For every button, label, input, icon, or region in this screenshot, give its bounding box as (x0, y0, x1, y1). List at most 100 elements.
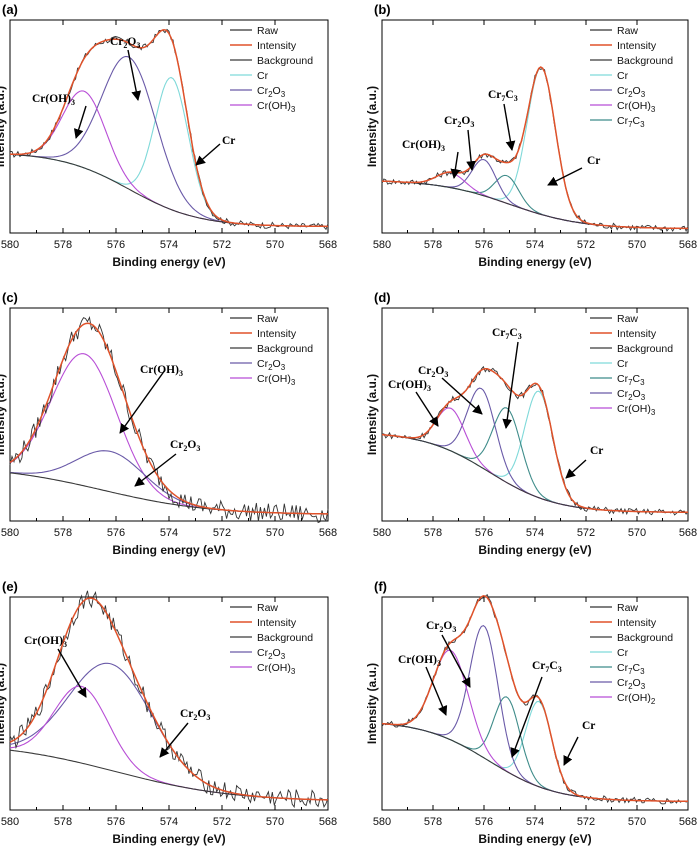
component-cr7c3 (381, 174, 688, 229)
legend-label: Raw (617, 25, 638, 37)
x-tick-label: 580 (373, 816, 391, 828)
panel-f: (f) 580 578 576 574 572 570 568 Binding energy (… (365, 579, 697, 846)
annotation-arrow (563, 736, 579, 766)
legend-label: Cr7​C3​ (617, 115, 645, 129)
background-curve (381, 180, 688, 229)
x-tick-label: 572 (213, 527, 231, 539)
x-tick-label: 574 (526, 239, 544, 251)
annotation-arrow (195, 143, 221, 166)
panel-label: (d) (374, 290, 391, 305)
legend-label: Cr (617, 358, 629, 370)
annotation-arrow (119, 369, 166, 434)
legend-label: Cr(OH)2​ (617, 692, 656, 706)
annotation-label: Cr(OH)3​ (388, 379, 431, 393)
intensity-curve (9, 597, 328, 801)
legend-label: Cr2​O3​ (257, 358, 286, 372)
annotation-label: Cr7​C3​ (532, 660, 562, 674)
panel-label: (c) (2, 290, 18, 305)
x-tick-label: 568 (679, 239, 697, 251)
panel-label: (f) (374, 579, 387, 594)
x-tick-label: 574 (526, 527, 544, 539)
legend-label: Raw (617, 602, 638, 614)
x-tick-label: 570 (266, 527, 284, 539)
legend-label: Cr (617, 70, 629, 82)
x-tick-label: 578 (424, 816, 442, 828)
panel-c: (c) 580 578 576 574 572 570 568 Binding energy (… (0, 290, 337, 557)
x-tick-label: 580 (373, 239, 391, 251)
legend-label: Intensity (257, 328, 297, 340)
background-curve (9, 472, 328, 515)
annotation-arrow (425, 666, 448, 716)
background-curve (381, 723, 688, 802)
legend-label: Background (257, 343, 313, 355)
annotation-label: Cr2​O3​ (180, 708, 210, 722)
x-tick-label: 570 (628, 816, 646, 828)
background-curve (381, 434, 688, 513)
legend-label: Cr (257, 70, 269, 82)
legend-label: Intensity (617, 40, 657, 52)
legend-label: Cr(OH)3​ (257, 662, 296, 676)
x-tick-label: 578 (54, 816, 72, 828)
legend-label: Background (617, 343, 673, 355)
x-tick-label: 574 (160, 239, 178, 251)
x-tick-label: 580 (1, 239, 19, 251)
x-axis-title: Binding energy (eV) (112, 543, 225, 557)
annotation-arrow (134, 453, 177, 487)
legend-label: Cr2​O3​ (257, 85, 286, 99)
legend-label: Cr(OH)3​ (257, 100, 296, 114)
x-tick-label: 574 (160, 527, 178, 539)
x-tick-label: 568 (679, 527, 697, 539)
x-tick-label: 572 (577, 527, 595, 539)
panel-b: (b) 580 578 576 574 572 570 568 Binding energy (… (365, 2, 697, 269)
x-tick-label: 580 (373, 527, 391, 539)
y-axis-title: Intensity (a.u.) (365, 374, 379, 455)
annotation-arrow (547, 167, 583, 186)
annotation-label: Cr(OH)3​ (398, 654, 441, 668)
legend-label: Cr(OH)3​ (617, 403, 656, 417)
x-tick-label: 578 (424, 239, 442, 251)
annotation-arrow (466, 129, 476, 171)
x-tick-label: 572 (577, 816, 595, 828)
y-axis-title: Intensity (a.u.) (365, 86, 379, 167)
legend-label: Raw (257, 313, 278, 325)
x-tick-label: 576 (475, 527, 493, 539)
legend-label: Cr(OH)3​ (257, 373, 296, 387)
x-tick-label: 572 (577, 239, 595, 251)
annotation-arrow (510, 676, 543, 758)
panel-label: (e) (2, 579, 18, 594)
panel-d: (d) 580 578 576 574 572 570 568 Binding energy (… (365, 290, 697, 557)
annotation-arrow (57, 648, 87, 698)
y-axis-title: Intensity (a.u.) (0, 663, 7, 744)
y-axis-title: Intensity (a.u.) (0, 86, 7, 167)
panel-e: (e) 580 578 576 574 572 570 568 Binding energy (… (0, 579, 337, 846)
x-tick-label: 576 (107, 816, 125, 828)
x-axis-title: Binding energy (eV) (478, 543, 591, 557)
x-tick-label: 568 (319, 239, 337, 251)
component-cr2o3 (9, 55, 328, 227)
x-tick-label: 574 (160, 816, 178, 828)
x-tick-label: 572 (213, 239, 231, 251)
annotation-label: Cr2​O3​ (170, 439, 200, 453)
x-tick-label: 576 (475, 816, 493, 828)
component-cr (381, 700, 688, 802)
annotation-label: Cr(OH)3​ (24, 635, 67, 649)
x-tick-label: 576 (475, 239, 493, 251)
legend-label: Cr(OH)3​ (617, 100, 656, 114)
x-axis-title: Binding energy (eV) (478, 832, 591, 846)
annotation-arrow (127, 49, 142, 101)
x-tick-label: 568 (679, 816, 697, 828)
y-axis-title: Intensity (a.u.) (0, 374, 7, 455)
legend-label: Raw (257, 602, 278, 614)
annotation-label: Cr (582, 720, 595, 732)
x-tick-label: 570 (266, 239, 284, 251)
legend-label: Background (257, 632, 313, 644)
x-tick-label: 578 (424, 527, 442, 539)
annotation-arrow (415, 391, 439, 427)
x-axis-title: Binding energy (eV) (112, 832, 225, 846)
panel-label: (b) (374, 2, 391, 17)
legend-label: Intensity (257, 617, 297, 629)
panel-label: (a) (2, 2, 18, 17)
x-tick-label: 574 (526, 816, 544, 828)
panel-a: (a) 580 578 576 574 572 570 568 Binding energy (… (0, 2, 337, 269)
legend-label: Cr2​O3​ (617, 388, 646, 402)
